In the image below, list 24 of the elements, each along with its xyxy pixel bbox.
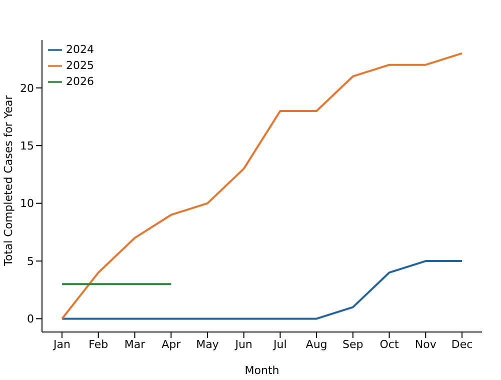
x-tick-label: May bbox=[196, 338, 220, 351]
x-tick-label: Aug bbox=[306, 338, 328, 351]
x-tick-label: Feb bbox=[88, 338, 108, 351]
y-tick-label: 15 bbox=[20, 140, 34, 153]
x-tick-label: Jun bbox=[234, 338, 252, 351]
legend-label: 2025 bbox=[66, 59, 94, 72]
y-axis-title: Total Completed Cases for Year bbox=[2, 94, 15, 267]
x-tick-label: Mar bbox=[124, 338, 146, 351]
x-tick-label: Nov bbox=[414, 338, 437, 351]
x-tick-label: Jul bbox=[272, 338, 287, 351]
y-tick-label: 20 bbox=[20, 82, 34, 95]
y-tick-label: 0 bbox=[27, 312, 34, 326]
x-tick-label: Oct bbox=[380, 338, 400, 351]
line-series bbox=[61, 52, 463, 320]
legend-label: 2024 bbox=[66, 43, 94, 56]
x-axis-title: Month bbox=[244, 364, 280, 377]
y-tick-label: 5 bbox=[27, 254, 34, 268]
x-tick-label: Jan bbox=[52, 338, 70, 351]
x-tick-label: Apr bbox=[162, 338, 182, 351]
line-series bbox=[61, 260, 463, 320]
x-tick-label: Sep bbox=[342, 338, 364, 351]
legend-label: 2026 bbox=[66, 75, 94, 88]
x-tick-label: Dec bbox=[451, 338, 473, 351]
y-tick-label: 10 bbox=[20, 197, 34, 210]
